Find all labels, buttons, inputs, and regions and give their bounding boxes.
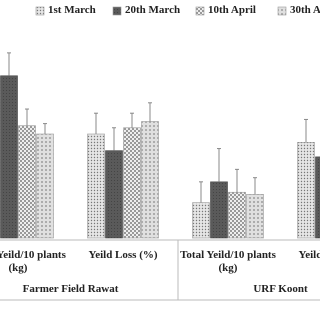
x-tick-label: Yeild Loss (%): [298, 249, 320, 261]
bar: [141, 121, 159, 239]
legend-label: 30th April: [290, 4, 320, 16]
bar: [123, 127, 141, 239]
legend-label: 10th April: [208, 4, 256, 16]
bar: [297, 142, 315, 239]
bar: [0, 75, 18, 239]
bar: [315, 156, 320, 239]
x-tick-label: Total Yeild/10 plants (kg): [180, 249, 276, 274]
bar: [87, 133, 105, 239]
bar: [246, 194, 264, 239]
bar: [36, 133, 54, 239]
legend-label: 1st March: [48, 4, 96, 16]
x-tick-label: Total Yeild/10 plants (kg): [0, 249, 66, 274]
bar: [105, 150, 123, 239]
bar: [192, 202, 210, 239]
legend-swatch: [277, 6, 287, 16]
group-label: Farmer Field Rawat: [22, 283, 119, 295]
legend-label: 20th March: [125, 4, 181, 16]
bar: [18, 125, 36, 239]
bar: [228, 191, 246, 239]
legend-swatch: [35, 6, 45, 16]
bar: [210, 181, 228, 239]
legend-swatch: [112, 6, 122, 16]
x-tick-label: Yeild Loss (%): [88, 249, 158, 261]
group-label: URF Koont: [253, 283, 308, 295]
legend-swatch: [195, 6, 205, 16]
